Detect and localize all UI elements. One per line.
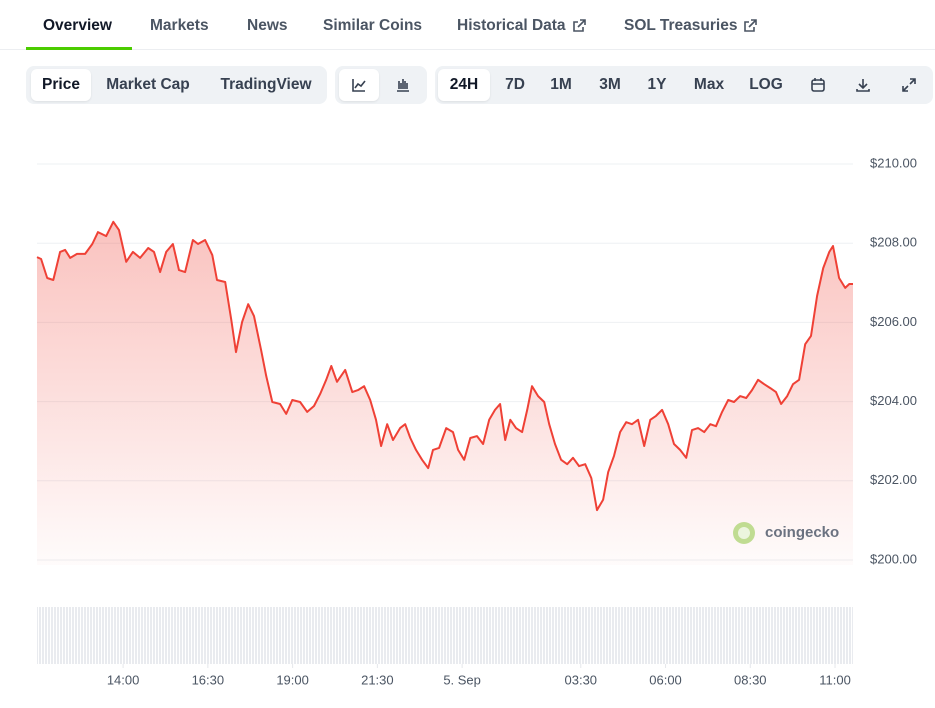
y-tick-label: $202.00 (870, 472, 917, 487)
fullscreen-button[interactable] (891, 69, 927, 101)
x-tick-label: 11:00 (819, 672, 851, 687)
view-button[interactable]: Price (31, 69, 91, 101)
range-button[interactable]: 1M (550, 76, 572, 93)
x-tick-label: 5. Sep (443, 672, 481, 687)
x-tick-label: 06:00 (649, 672, 682, 687)
external-icon (572, 19, 586, 32)
tab[interactable]: SOL Treasuries (624, 17, 758, 35)
range-button[interactable]: Max (693, 76, 725, 93)
x-tick-label: 08:30 (734, 672, 767, 687)
line-chart-button[interactable] (339, 69, 379, 101)
price-area (37, 221, 853, 566)
y-tick-label: $208.00 (870, 235, 917, 250)
view-button[interactable]: TradingView (220, 76, 312, 93)
range-button[interactable]: 1Y (647, 76, 667, 93)
view-group: Price Market Cap TradingView (26, 66, 327, 104)
watermark: coingecko (733, 522, 839, 544)
range-button[interactable]: LOG (749, 76, 783, 93)
tab[interactable]: Overview (43, 17, 112, 34)
x-tick-label: 16:30 (192, 672, 225, 687)
x-tick-label: 14:00 (107, 672, 140, 687)
tab[interactable]: Similar Coins (323, 17, 423, 34)
tab[interactable]: Historical Data (457, 17, 586, 35)
tab-divider (0, 49, 935, 50)
external-icon (744, 19, 758, 32)
price-line (36, 220, 853, 512)
chart-style-group (335, 66, 427, 104)
x-tick-label: 03:30 (565, 672, 598, 687)
volume-band (37, 607, 853, 664)
tab[interactable]: Markets (150, 17, 209, 34)
range-button[interactable]: 7D (505, 76, 525, 93)
range-button[interactable]: 24H (438, 69, 490, 101)
view-button[interactable]: Market Cap (106, 76, 190, 93)
tab-underline (26, 47, 132, 50)
tab[interactable]: News (247, 17, 288, 34)
x-tick-label: 21:30 (361, 672, 394, 687)
y-tick-label: $206.00 (870, 314, 917, 329)
calendar-button[interactable] (800, 69, 836, 101)
tab-label: Historical Data (457, 17, 566, 34)
watermark-text: coingecko (765, 524, 839, 541)
tab-label: SOL Treasuries (624, 17, 738, 34)
download-button[interactable] (845, 69, 881, 101)
x-tick-label: 19:00 (276, 672, 309, 687)
range-group: 24H 7D 1M 3M 1Y Max LOG (435, 66, 933, 104)
y-tick-label: $204.00 (870, 393, 917, 408)
range-button[interactable]: 3M (599, 76, 621, 93)
y-tick-label: $200.00 (870, 551, 917, 566)
y-tick-label: $210.00 (870, 155, 917, 170)
candle-chart-button[interactable] (383, 69, 423, 101)
